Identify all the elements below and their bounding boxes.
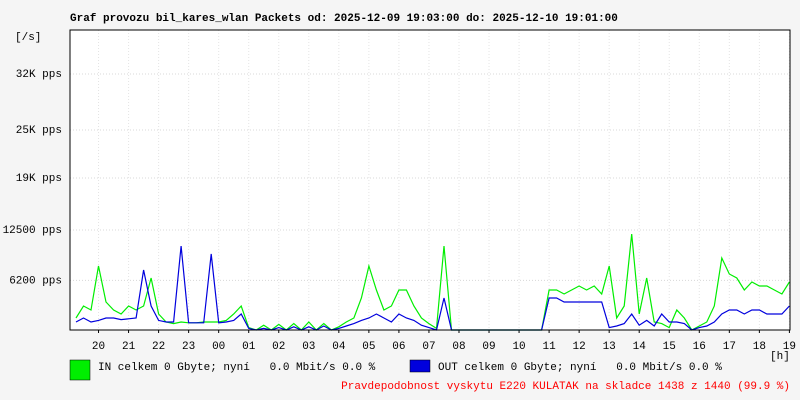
x-tick-label: 00 [212, 341, 225, 353]
x-tick-label: 04 [332, 341, 346, 353]
x-tick-label: 14 [633, 341, 647, 353]
x-tick-label: 12 [573, 341, 586, 353]
x-axis-label: [h] [770, 351, 790, 363]
x-tick-label: 08 [452, 341, 465, 353]
y-tick-label: 25K pps [16, 125, 62, 137]
x-tick-label: 03 [302, 341, 315, 353]
x-tick-label: 07 [422, 341, 435, 353]
y-tick-label: 12500 pps [3, 225, 62, 237]
x-tick-label: 16 [693, 341, 706, 353]
legend-label: IN celkem 0 Gbyte; nyní 0.0 Mbit/s 0.0 % [98, 362, 376, 374]
y-tick-label: 6200 pps [9, 275, 62, 287]
x-tick-label: 19 [783, 341, 796, 353]
chart-title: Graf provozu bil_kares_wlan Packets od: … [70, 13, 618, 25]
y-axis-label: [/s] [15, 32, 41, 44]
x-tick-label: 21 [122, 341, 136, 353]
x-tick-label: 20 [92, 341, 105, 353]
x-tick-label: 11 [542, 341, 556, 353]
y-tick-label: 32K pps [16, 69, 62, 81]
x-tick-label: 05 [362, 341, 375, 353]
legend-label: OUT celkem 0 Gbyte; nyní 0.0 Mbit/s 0.0 … [438, 362, 722, 374]
x-tick-label: 18 [753, 341, 766, 353]
x-tick-label: 09 [482, 341, 495, 353]
plot-area [70, 30, 790, 330]
series-line [75, 245, 790, 331]
x-tick-label: 23 [182, 341, 195, 353]
x-tick-label: 17 [723, 341, 736, 353]
y-tick-label: 19K pps [16, 173, 62, 185]
footer-note: Pravdepodobnost vyskytu E220 KULATAK na … [341, 381, 790, 393]
x-tick-label: 13 [603, 341, 616, 353]
x-tick-label: 22 [152, 341, 165, 353]
x-tick-label: 02 [272, 341, 285, 353]
x-tick-label: 06 [392, 341, 405, 353]
plot-frame [69, 29, 791, 331]
x-tick-label: 01 [242, 341, 256, 353]
x-tick-label: 15 [663, 341, 676, 353]
x-tick-label: 10 [512, 341, 525, 353]
legend-swatch [69, 359, 91, 381]
legend-swatch [409, 359, 431, 373]
